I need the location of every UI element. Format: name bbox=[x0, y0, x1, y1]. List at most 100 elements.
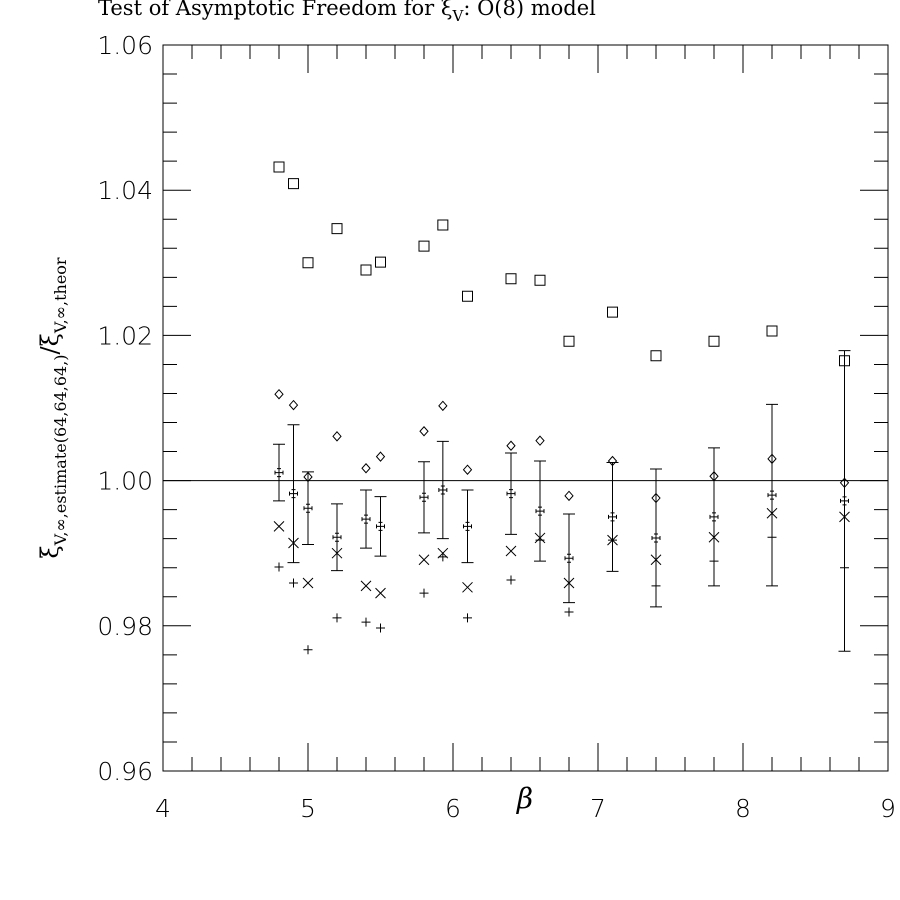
point-crossbox bbox=[651, 533, 661, 543]
point-cross bbox=[708, 531, 720, 543]
point-crossbox bbox=[564, 553, 574, 563]
point-diamond bbox=[274, 388, 284, 400]
point-crossbox bbox=[419, 492, 429, 502]
point-cross bbox=[302, 577, 314, 589]
point-plus bbox=[608, 535, 617, 545]
point-crossbox bbox=[840, 496, 849, 506]
point-crossbox bbox=[535, 506, 545, 516]
point-square bbox=[273, 161, 285, 173]
point-diamond bbox=[564, 490, 574, 502]
x-tick-label: 8 bbox=[735, 794, 751, 823]
point-plus bbox=[463, 613, 472, 623]
point-diamond bbox=[288, 399, 299, 411]
point-cross bbox=[563, 577, 575, 589]
point-square bbox=[650, 350, 662, 362]
point-plus bbox=[767, 532, 777, 542]
point-square bbox=[462, 290, 473, 302]
chart-title: Test of Asymptotic Freedom for ξV: O(8) … bbox=[98, 0, 596, 25]
point-crossbox bbox=[767, 490, 777, 500]
point-square bbox=[418, 240, 430, 252]
x-tick-label: 5 bbox=[300, 794, 316, 823]
point-cross bbox=[418, 554, 430, 566]
point-square bbox=[534, 274, 546, 286]
point-plus bbox=[651, 581, 661, 591]
plot-frame bbox=[162, 44, 889, 772]
x-tick-label: 7 bbox=[590, 794, 606, 823]
point-cross bbox=[375, 587, 386, 599]
y-tick-label: 0.98 bbox=[97, 612, 153, 641]
point-crossbox bbox=[463, 521, 472, 531]
point-plus bbox=[332, 613, 342, 623]
point-diamond bbox=[332, 431, 342, 442]
point-crossbox bbox=[438, 485, 448, 495]
point-diamond bbox=[535, 435, 545, 446]
point-crossbox bbox=[506, 489, 516, 499]
point-square bbox=[437, 219, 449, 231]
y-tick-label: 1.02 bbox=[97, 321, 153, 350]
point-cross bbox=[650, 554, 662, 566]
title-rest: : O(8) model bbox=[463, 0, 596, 20]
point-plus bbox=[564, 607, 574, 617]
point-square bbox=[839, 355, 850, 367]
y-tick-label: 0.96 bbox=[97, 757, 153, 786]
point-diamond bbox=[462, 464, 473, 475]
x-tick-label: 6 bbox=[445, 794, 461, 823]
point-square bbox=[302, 257, 314, 269]
point-square bbox=[766, 325, 778, 337]
point-crossbox bbox=[303, 503, 313, 513]
point-plus bbox=[535, 535, 545, 545]
point-plus bbox=[840, 563, 849, 573]
y-tick-label: 1.06 bbox=[97, 31, 153, 60]
point-plus bbox=[303, 645, 313, 655]
point-plus bbox=[438, 552, 448, 562]
point-cross bbox=[273, 520, 285, 532]
point-diamond bbox=[506, 440, 516, 452]
point-plus bbox=[274, 562, 284, 572]
point-crossbox bbox=[709, 512, 719, 522]
point-cross bbox=[331, 547, 343, 559]
y-label-xi: ξ bbox=[36, 333, 64, 346]
y-label-slash: / bbox=[36, 345, 64, 354]
point-plus bbox=[376, 623, 385, 633]
point-cross bbox=[360, 580, 372, 592]
point-square bbox=[375, 256, 386, 268]
point-square bbox=[331, 223, 343, 235]
point-square bbox=[360, 264, 372, 276]
y-axis-label: ξV,∞,estimate(64,64,64,)/ξV,∞,theor bbox=[36, 257, 70, 559]
point-plus bbox=[419, 588, 429, 598]
title-sub: V bbox=[451, 7, 464, 25]
point-square bbox=[288, 178, 299, 190]
point-diamond bbox=[419, 425, 429, 437]
point-square bbox=[607, 306, 618, 318]
y-tick-label: 1.00 bbox=[97, 467, 153, 496]
point-plus bbox=[709, 556, 719, 566]
point-crossbox bbox=[608, 512, 617, 522]
y-label-xi: ξ bbox=[36, 545, 64, 558]
point-diamond bbox=[438, 400, 448, 412]
point-crossbox bbox=[361, 514, 371, 524]
point-diamond bbox=[375, 451, 386, 462]
point-plus bbox=[361, 617, 371, 627]
x-tick-label: 9 bbox=[880, 794, 896, 823]
point-crossbox bbox=[332, 532, 342, 542]
y-tick-label: 1.04 bbox=[97, 176, 153, 205]
point-cross bbox=[288, 537, 299, 549]
point-diamond bbox=[361, 463, 371, 474]
point-crossbox bbox=[274, 468, 284, 478]
point-cross bbox=[766, 507, 778, 519]
point-square bbox=[505, 273, 517, 285]
point-square bbox=[563, 335, 575, 347]
point-plus bbox=[506, 575, 516, 585]
point-plus bbox=[289, 578, 298, 588]
x-tick-label: 4 bbox=[155, 794, 171, 823]
point-crossbox bbox=[376, 521, 385, 531]
y-label-sub: V,∞,theor bbox=[51, 257, 70, 334]
point-cross bbox=[505, 545, 517, 557]
title-main: Test of Asymptotic Freedom for ξ bbox=[98, 0, 452, 20]
point-cross bbox=[462, 581, 473, 593]
x-axis-label: β bbox=[516, 782, 533, 815]
point-crossbox bbox=[289, 489, 298, 499]
y-label-sub: V,∞,estimate(64,64,64,) bbox=[51, 354, 70, 546]
point-cross bbox=[839, 511, 850, 523]
